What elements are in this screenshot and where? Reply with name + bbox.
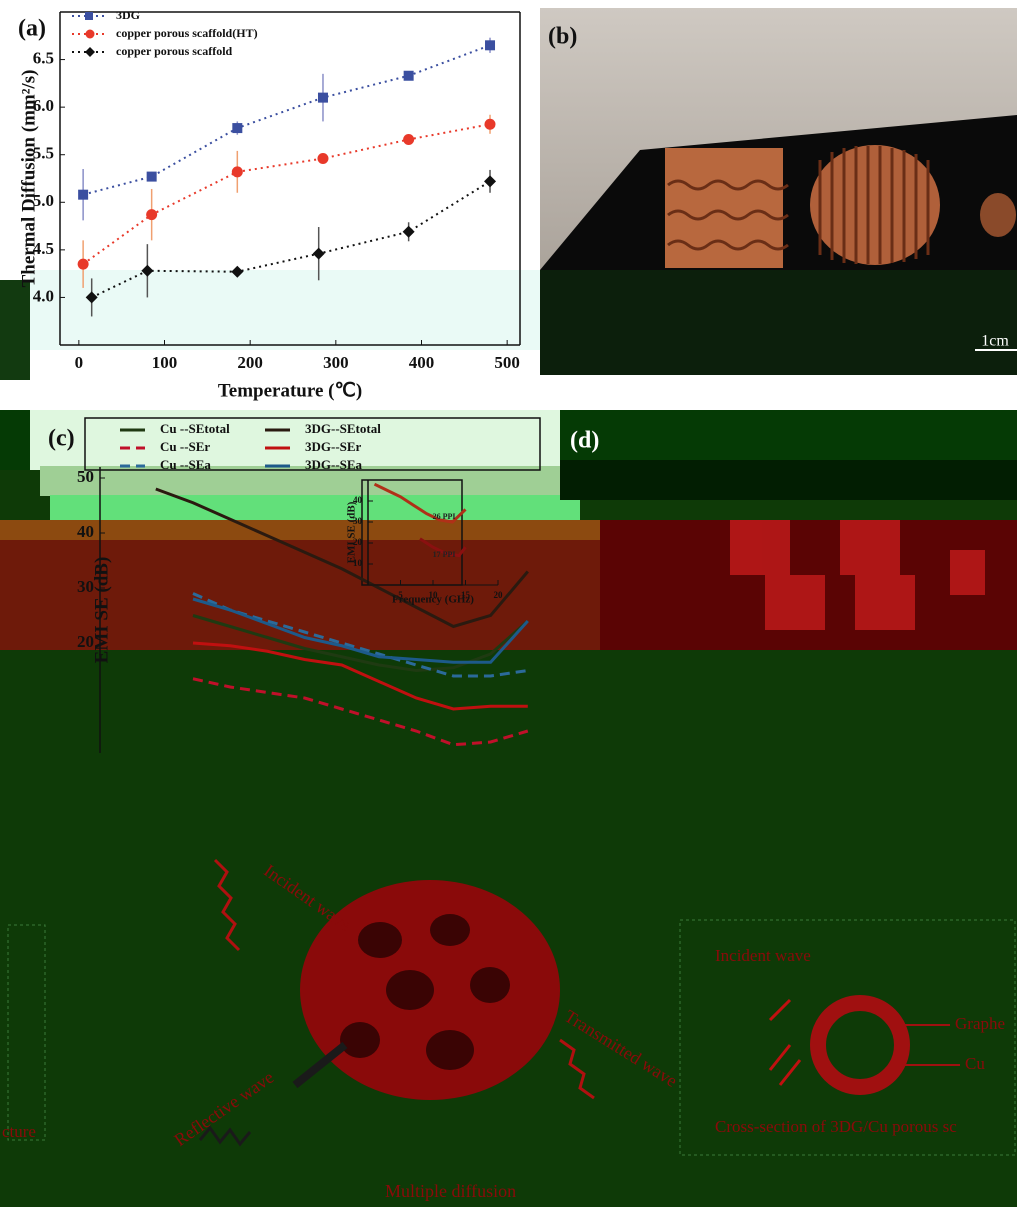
marker bbox=[404, 71, 414, 81]
marker bbox=[147, 172, 157, 182]
cube bbox=[665, 148, 783, 268]
block bbox=[840, 520, 900, 575]
figure: 1cm (b) (a) (c) (d) Incident wave Refl bbox=[0, 0, 1017, 1207]
legend-label: 3DG bbox=[116, 8, 140, 22]
marker bbox=[318, 93, 328, 103]
legend-label: 3DG--SEr bbox=[305, 439, 362, 454]
x-axis-label: Temperature (℃) bbox=[218, 380, 362, 401]
band bbox=[560, 460, 1017, 500]
marker bbox=[485, 119, 496, 130]
pore bbox=[340, 1022, 380, 1058]
y-axis-label: Thermal Diffusion (mm²/s) bbox=[18, 70, 39, 288]
legend-label: Cu --SEtotal bbox=[160, 421, 230, 436]
marker bbox=[403, 134, 414, 145]
pore bbox=[386, 970, 434, 1010]
x-tick-label: 400 bbox=[409, 353, 435, 372]
y-tick-label: 40 bbox=[77, 522, 94, 541]
panel-label: (b) bbox=[548, 24, 577, 50]
label: Graphe bbox=[955, 1014, 1005, 1033]
legend-label: 3DG--SEtotal bbox=[305, 421, 381, 436]
glitch bbox=[540, 270, 1017, 375]
marker bbox=[317, 153, 328, 164]
x-tick-label: 300 bbox=[323, 353, 349, 372]
panel-label: (a) bbox=[18, 16, 46, 42]
marker bbox=[78, 259, 89, 270]
legend-marker bbox=[86, 30, 95, 39]
x-tick-label: 100 bbox=[152, 353, 178, 372]
legend-label: Cu --SEa bbox=[160, 457, 211, 472]
legend-label: Cu --SEr bbox=[160, 439, 210, 454]
y-axis-label: EMI SE (dB) bbox=[346, 501, 358, 563]
curve-label: 17 PPI bbox=[433, 550, 456, 559]
y-tick-label: 50 bbox=[77, 467, 94, 486]
glitch bbox=[30, 270, 550, 350]
legend-label: copper porous scaffold bbox=[116, 44, 233, 58]
band bbox=[50, 495, 580, 520]
band bbox=[30, 410, 560, 470]
y-tick-label: 4.0 bbox=[33, 286, 54, 305]
label: Cu bbox=[965, 1054, 985, 1073]
x-axis-label: Frequency (GHz) bbox=[392, 594, 474, 606]
pore bbox=[430, 914, 470, 946]
x-tick-label: 0 bbox=[75, 353, 84, 372]
label: cture bbox=[2, 1122, 36, 1141]
x-tick-label: 500 bbox=[494, 353, 520, 372]
legend-label: copper porous scaffold(HT) bbox=[116, 26, 258, 40]
block bbox=[950, 550, 985, 595]
marker bbox=[232, 166, 243, 177]
block bbox=[855, 575, 915, 630]
block bbox=[730, 520, 790, 575]
scale-label: 1cm bbox=[981, 333, 1009, 350]
gap bbox=[0, 400, 1017, 410]
pore bbox=[426, 1030, 474, 1070]
label: Cross-section of 3DG/Cu porous sc bbox=[715, 1117, 957, 1136]
marker bbox=[485, 40, 495, 50]
marker bbox=[146, 209, 157, 220]
y-tick-label: 6.5 bbox=[33, 48, 54, 67]
pore bbox=[470, 967, 510, 1003]
curve-label: 26 PPI bbox=[433, 512, 456, 521]
legend-label: 3DG--SEa bbox=[305, 457, 363, 472]
x-tick-label: 200 bbox=[237, 353, 263, 372]
label: Incident wave bbox=[715, 946, 811, 965]
glitch bbox=[0, 280, 30, 380]
cylinder bbox=[810, 145, 940, 265]
x-tick-label: 20 bbox=[494, 590, 504, 600]
cylinder-end bbox=[980, 193, 1016, 237]
y-axis-label: EMI SE (dB) bbox=[91, 557, 112, 664]
marker bbox=[232, 123, 242, 133]
page: 1cm (b) (a) (c) (d) Incident wave Refl bbox=[0, 0, 1017, 1207]
label: Multiple diffusion bbox=[385, 1181, 516, 1201]
panel-label: (c) bbox=[48, 426, 75, 452]
panel-label: (d) bbox=[570, 428, 599, 454]
legend-marker bbox=[85, 12, 93, 20]
pore bbox=[358, 922, 402, 958]
marker bbox=[78, 190, 88, 200]
block bbox=[765, 575, 825, 630]
